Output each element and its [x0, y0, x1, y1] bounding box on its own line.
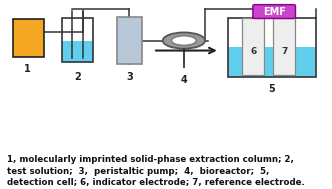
- Bar: [62, 18, 93, 62]
- Bar: [13, 19, 44, 57]
- Bar: [228, 47, 316, 77]
- Text: EMF: EMF: [263, 7, 286, 17]
- Circle shape: [172, 36, 196, 45]
- Text: 3: 3: [126, 72, 133, 82]
- Bar: [117, 17, 142, 64]
- Text: 1, molecularly imprinted solid-phase extraction column; 2,
test solution;  3,  p: 1, molecularly imprinted solid-phase ext…: [7, 155, 304, 187]
- Text: 1: 1: [24, 64, 31, 74]
- Circle shape: [163, 33, 205, 49]
- Bar: [228, 18, 316, 77]
- Bar: [62, 41, 93, 62]
- Bar: [273, 18, 294, 75]
- FancyBboxPatch shape: [253, 5, 295, 19]
- Text: 4: 4: [181, 75, 187, 85]
- Text: 2: 2: [74, 72, 81, 82]
- Text: 5: 5: [268, 84, 275, 94]
- Text: 7: 7: [281, 47, 287, 56]
- Text: 6: 6: [250, 47, 256, 56]
- Bar: [242, 18, 264, 75]
